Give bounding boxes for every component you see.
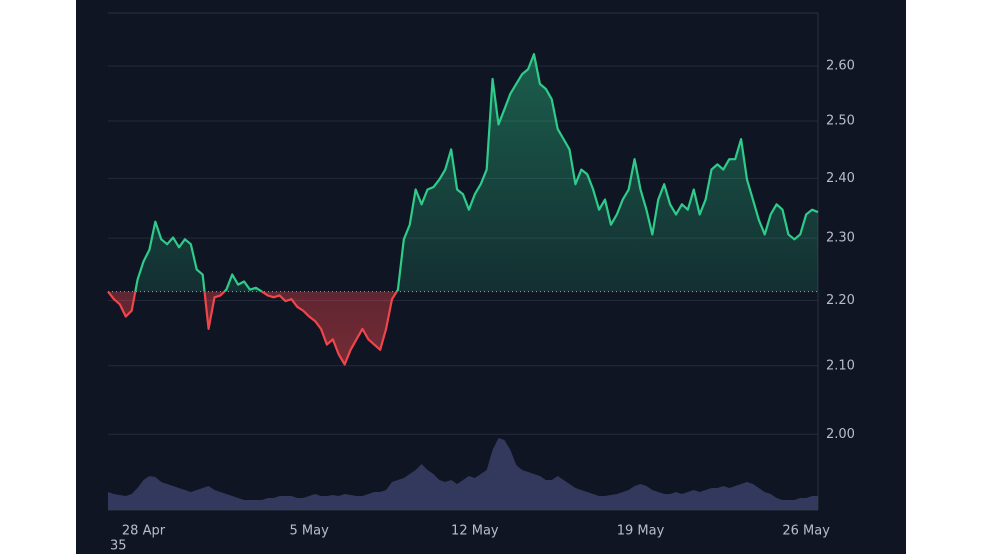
plot: 2.00 2.10 2.20 2.30 2.40 2.50 2.60 28 Apr 5 May 1… (107, 53, 855, 539)
price-area-down (108, 291, 397, 365)
x-tick-label: 26 May (782, 524, 830, 539)
x-tick-label: 12 May (451, 524, 499, 539)
y-tick-label: 2.60 (826, 58, 855, 73)
y-tick-label: 2.10 (826, 358, 855, 373)
price-line-up (107, 53, 819, 292)
x-tick-label: 5 May (290, 524, 330, 539)
y-tick-label: 2.30 (826, 231, 855, 246)
corner-label: 35 (110, 539, 127, 554)
y-tick-label: 2.00 (826, 427, 855, 442)
x-tick-label: 28 Apr (122, 524, 166, 539)
y-tick-label: 2.40 (826, 171, 855, 186)
volume-area (108, 438, 818, 510)
y-tick-label: 2.20 (826, 293, 855, 308)
y-tick-label: 2.50 (826, 114, 855, 129)
x-tick-label: 19 May (617, 524, 665, 539)
price-area-up (108, 54, 818, 292)
